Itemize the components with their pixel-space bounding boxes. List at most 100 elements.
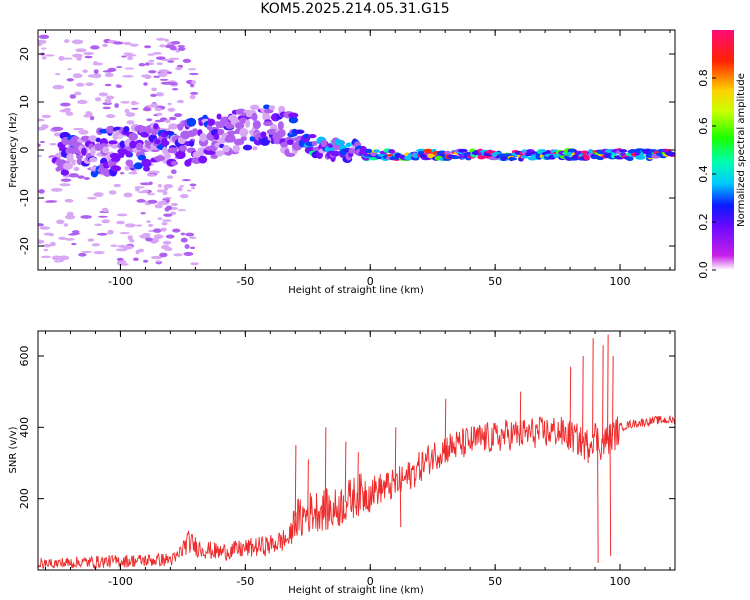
- heat-speckle: [59, 109, 71, 113]
- heat-cell: [164, 153, 172, 159]
- heat-speckle: [159, 252, 168, 258]
- snr-spike: [324, 427, 327, 511]
- heat-speckle: [90, 45, 100, 50]
- heat-speckle: [38, 223, 44, 227]
- heat-cell: [168, 123, 179, 130]
- heat-speckle: [38, 39, 47, 44]
- heat-speckle: [69, 94, 77, 99]
- heat-speckle: [150, 103, 159, 108]
- heat-cell: [220, 116, 231, 125]
- heat-cell: [102, 146, 110, 154]
- heat-speckle: [180, 237, 188, 243]
- heat-speckle: [177, 209, 187, 212]
- heat-cell: [278, 105, 286, 113]
- heat-cell: [66, 153, 74, 162]
- heat-cell: [263, 121, 273, 127]
- heat-cell: [404, 155, 413, 161]
- heat-speckle: [78, 252, 87, 257]
- heat-speckle: [115, 220, 126, 225]
- heat-cell: [412, 153, 419, 159]
- heat-cell: [334, 139, 345, 146]
- heat-speckle: [163, 183, 174, 189]
- heat-speckle: [73, 166, 80, 172]
- heat-speckle: [116, 257, 124, 261]
- heat-speckle: [38, 143, 41, 147]
- heat-speckle: [170, 169, 177, 175]
- heat-speckle: [156, 37, 166, 41]
- heat-speckle: [167, 102, 172, 106]
- snr-xtick-label: 50: [488, 575, 502, 588]
- heat-cell: [178, 145, 188, 152]
- colorbar: 0.0 0.2 0.4 0.6 0.8 Normalized spectral ampl…: [697, 30, 747, 279]
- snr-xtick-label: -100: [108, 575, 133, 588]
- heat-speckle: [163, 196, 172, 200]
- heat-speckle: [58, 236, 67, 240]
- heat-speckle: [43, 232, 54, 236]
- heat-speckle: [72, 73, 83, 79]
- heat-cell: [108, 140, 118, 145]
- heat-speckle: [66, 78, 74, 82]
- heat-speckle: [122, 245, 134, 250]
- snr-xlabel: Height of straight line (km): [288, 585, 424, 596]
- heat-speckle: [51, 126, 64, 131]
- heat-speckle: [183, 251, 194, 257]
- heat-speckle: [75, 48, 87, 53]
- heat-speckle: [163, 213, 173, 217]
- heat-speckle: [148, 62, 154, 66]
- heat-cell: [345, 142, 352, 147]
- heat-speckle: [54, 73, 61, 76]
- colorbar-tick-label: 0.6: [697, 117, 710, 135]
- heat-speckle: [147, 53, 155, 56]
- heat-cell: [141, 158, 152, 168]
- heat-speckle: [67, 68, 72, 71]
- spectrogram-ylabel: Frequency (Hz): [8, 112, 19, 188]
- heat-cell: [303, 133, 310, 139]
- heat-speckle: [143, 259, 149, 263]
- heat-speckle: [157, 217, 163, 221]
- snr-spike: [569, 366, 572, 437]
- spectrogram-ytick-label: 0: [18, 147, 31, 154]
- heat-speckle: [45, 200, 58, 203]
- heat-speckle: [71, 230, 80, 234]
- heat-speckle: [169, 45, 177, 51]
- heat-speckle: [157, 183, 162, 188]
- heat-cell: [117, 148, 128, 155]
- heat-speckle: [101, 207, 109, 213]
- heat-speckle: [87, 238, 95, 242]
- snr-ytick-label: 200: [18, 488, 31, 509]
- heat-cell: [259, 137, 271, 146]
- heat-speckle: [151, 87, 157, 92]
- heat-speckle: [156, 189, 165, 193]
- heat-cell: [125, 150, 132, 158]
- snr-spike: [592, 338, 594, 439]
- heat-cell: [252, 146, 258, 151]
- heat-speckle: [38, 189, 45, 194]
- heat-cell: [285, 152, 296, 157]
- heat-speckle: [120, 172, 125, 175]
- heat-speckle: [102, 43, 108, 48]
- heat-speckle: [138, 234, 149, 237]
- heat-speckle: [40, 255, 52, 259]
- heat-speckle: [83, 51, 95, 56]
- heat-cell: [288, 112, 299, 118]
- heat-cell: [78, 129, 89, 135]
- heat-speckle: [107, 229, 114, 235]
- heat-speckle: [82, 69, 88, 74]
- heat-speckle: [165, 198, 170, 203]
- heat-speckle: [80, 215, 92, 219]
- heat-speckle: [148, 170, 160, 174]
- heat-speckle: [43, 248, 49, 252]
- heat-cell: [210, 154, 218, 159]
- heat-speckle: [41, 124, 49, 129]
- heat-speckle: [170, 202, 179, 207]
- snr-spike: [394, 427, 397, 485]
- heat-speckle: [49, 241, 56, 247]
- heat-speckle: [52, 84, 65, 90]
- heat-cell: [227, 130, 237, 135]
- heat-cell: [75, 154, 84, 160]
- spectrogram-xlabel: Height of straight line (km): [288, 285, 424, 296]
- heat-speckle: [159, 78, 169, 81]
- heat-speckle: [93, 60, 98, 66]
- heat-cell: [278, 129, 286, 138]
- heat-cell: [320, 139, 328, 148]
